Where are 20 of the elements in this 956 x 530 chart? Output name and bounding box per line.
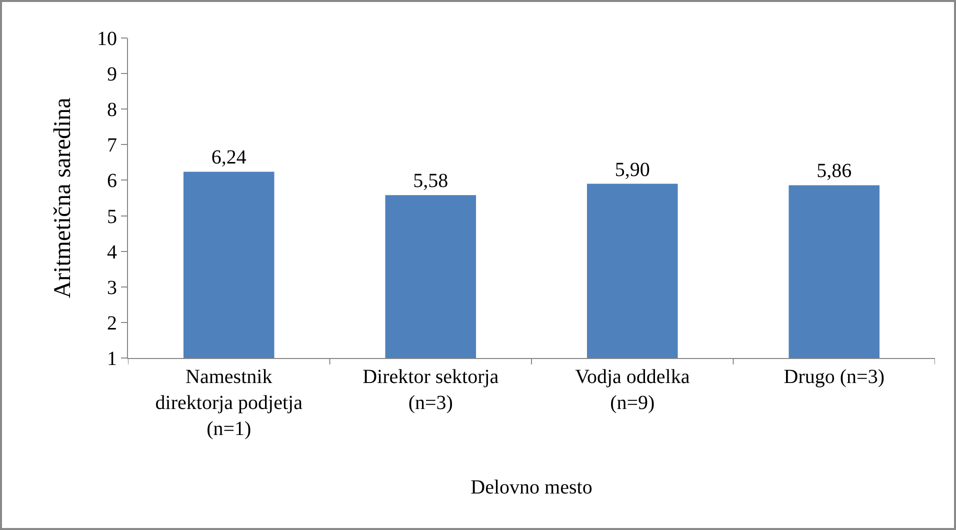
data-label: 5,86 — [816, 160, 852, 182]
x-axis-title: Delovno mesto — [470, 476, 592, 498]
y-tick-label: 7 — [107, 134, 117, 157]
y-tick-label: 9 — [107, 64, 117, 86]
y-tick-label: 6 — [107, 170, 117, 192]
data-label: 6,24 — [211, 146, 246, 169]
y-tick-label: 3 — [107, 276, 117, 299]
y-tick-label: 10 — [97, 28, 117, 50]
y-tick-label: 8 — [107, 99, 117, 122]
x-tick-label: Vodja oddelka (n=9) — [575, 366, 690, 414]
x-tick-label: Drugo (n=3) — [784, 366, 884, 388]
y-tick-label: 1 — [107, 348, 117, 370]
y-tick-label: 4 — [107, 241, 117, 264]
y-tick-label: 2 — [107, 312, 117, 334]
y-axis-title: Aritmetična saredina — [50, 97, 76, 298]
data-label: 5,58 — [413, 170, 448, 192]
y-tick-label: 5 — [107, 206, 117, 228]
data-label: 5,90 — [614, 158, 650, 181]
x-tick-label: Direktor sektorja (n=3) — [362, 366, 499, 414]
x-tick-label: Namestnik direktorja podjetja (n=1) — [155, 366, 303, 440]
